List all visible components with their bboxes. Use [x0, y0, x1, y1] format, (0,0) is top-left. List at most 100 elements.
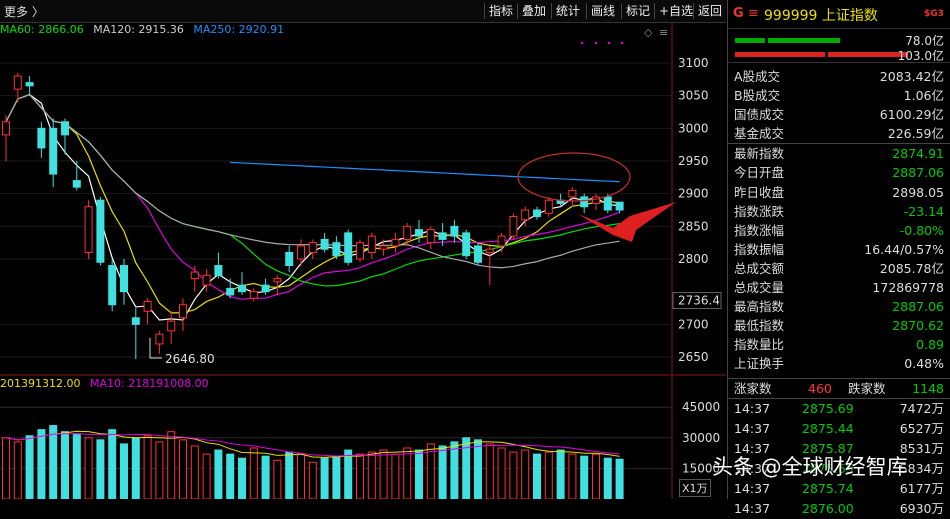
sell-bar-segment — [735, 52, 825, 57]
quote-row-label: B股成交 — [734, 88, 781, 104]
candle-body — [261, 284, 270, 293]
quote-row-label: 指数涨幅 — [734, 222, 785, 238]
volume-bar — [202, 453, 211, 499]
volume-ma10-label: MA10: 218191008.00 — [89, 377, 209, 390]
quote-row: B股成交 1.06亿 — [728, 86, 950, 105]
menu-icon[interactable]: ≡ — [748, 6, 759, 21]
quote-row: 上证换手 0.48% — [728, 354, 950, 373]
quote-row-value: 2898.05 — [892, 184, 944, 200]
y-tick-label: 3100 — [678, 56, 709, 70]
quote-row-value: 2083.42亿 — [879, 69, 944, 84]
chart-toolbar: 更多 〉 指标 叠加 统计 画线 标记 +自选 返回 — [0, 0, 726, 23]
quote-row-value: 2874.91 — [892, 146, 944, 162]
volume-bar — [249, 447, 258, 499]
volume-bar — [2, 437, 10, 499]
ma250-label: MA250: 2920.91 — [193, 23, 285, 36]
quote-row-value: 2085.78亿 — [879, 260, 944, 276]
tick-price: 2876.00 — [802, 501, 854, 516]
volume-bar — [238, 457, 246, 499]
buy-bar-segment — [768, 38, 840, 43]
volume-tick-label: 15000 — [682, 461, 720, 475]
volume-ma10-line — [5, 433, 620, 457]
quote-panel: G ≡ 999999 上证指数 $G3 78.0亿 103.0亿 A股成交 208… — [727, 0, 950, 516]
volume-bar — [190, 445, 199, 499]
volume-bar — [297, 453, 305, 499]
volume-bar — [285, 451, 294, 499]
candle-body — [320, 238, 329, 250]
y-tick-label: 2700 — [678, 317, 709, 331]
candle-body — [273, 278, 282, 283]
diamond-icon[interactable]: ◇ — [644, 26, 653, 39]
indicator-button[interactable]: 指标 — [484, 3, 513, 19]
tick-volume: 6177万 — [899, 481, 944, 496]
candle-body — [84, 206, 93, 253]
ma10-line — [5, 93, 620, 314]
volume-bar — [72, 433, 81, 499]
candle-body — [474, 245, 482, 263]
quote-row: 总成交量 172869778 — [728, 278, 950, 297]
volume-bar — [544, 451, 553, 499]
volume-bar — [450, 441, 459, 499]
candle-body — [367, 235, 376, 253]
overlay-button[interactable]: 叠加 — [517, 3, 546, 19]
statistics-button[interactable]: 统计 — [551, 3, 580, 19]
quote-row-value: -23.14 — [903, 203, 944, 219]
volume-bar — [356, 453, 364, 499]
volume-bar — [214, 449, 223, 499]
tick-row: 14:37 2875.69 7472万 — [728, 399, 950, 419]
tick-time: 14:37 — [734, 461, 771, 476]
candle-body — [544, 199, 553, 214]
volume-bar — [13, 441, 22, 499]
candle-body — [108, 265, 117, 306]
tick-time: 14:37 — [734, 481, 771, 496]
volume-bar — [391, 453, 400, 499]
quote-row: 指数涨跌 -23.14 — [728, 202, 950, 221]
add-watchlist-button[interactable]: +自选 — [654, 3, 693, 19]
more-menu-button[interactable]: 更多 〉 — [4, 5, 44, 19]
candle-body — [462, 232, 471, 257]
ma-legend: MA60: 2866.06 MA120: 2915.36 MA250: 2920… — [0, 23, 290, 37]
tick-row: 14:37 2875.65 5834万 — [728, 459, 950, 479]
candle-body — [426, 229, 435, 244]
candle-body — [179, 304, 187, 319]
quote-row-label: 国债成交 — [734, 107, 785, 123]
y-tick-label: 2800 — [678, 252, 709, 266]
candle-body — [533, 209, 541, 218]
tick-time: 14:37 — [734, 441, 771, 456]
volume-bar — [332, 455, 341, 499]
volume-bar — [320, 457, 329, 499]
candle-body — [415, 229, 423, 237]
candle-body — [603, 196, 612, 211]
candle-body — [403, 225, 412, 240]
tick-row: 14:37 2875.87 8531万 — [728, 439, 950, 459]
tick-price: 2875.69 — [802, 401, 854, 416]
candle-body — [332, 242, 341, 257]
tick-price: 2875.87 — [802, 441, 854, 456]
y-axis-labels: 3100 3050 3000 2950 2900 2850 2800 2736.4 2700 26… — [672, 56, 722, 364]
y-tick-label: 2900 — [678, 187, 709, 201]
g-icon[interactable]: G — [733, 6, 744, 21]
volume-bar — [261, 455, 270, 499]
volume-bar — [521, 449, 530, 499]
kline-chart[interactable]: 45000 30000 15000 3100 3050 3000 2950 2900 2850… — [0, 22, 726, 499]
candle-body — [155, 333, 164, 345]
candle-body — [214, 265, 223, 276]
quote-row-value: 226.59亿 — [887, 126, 944, 142]
mark-button[interactable]: 标记 — [621, 3, 650, 19]
current-price-box — [672, 292, 722, 310]
volume-bar — [49, 425, 58, 499]
tick-volume: 6930万 — [899, 501, 944, 516]
ma20-line — [5, 93, 620, 300]
quote-row: 总成交额 2085.78亿 — [728, 259, 950, 278]
quote-row-label: 总成交量 — [734, 280, 785, 296]
tick-price: 2875.65 — [802, 461, 854, 476]
quote-row-label: 最高指数 — [734, 299, 785, 315]
draw-line-button[interactable]: 画线 — [586, 3, 615, 19]
back-button[interactable]: 返回 — [693, 3, 722, 19]
y-tick-label: 2850 — [678, 219, 709, 233]
quote-row-label: 最低指数 — [734, 318, 785, 334]
candle-body — [344, 232, 353, 263]
list-icon[interactable]: ≡ — [659, 26, 669, 39]
quote-row-value: 1.06亿 — [903, 88, 944, 104]
sg-badge: $G3 — [924, 9, 944, 19]
